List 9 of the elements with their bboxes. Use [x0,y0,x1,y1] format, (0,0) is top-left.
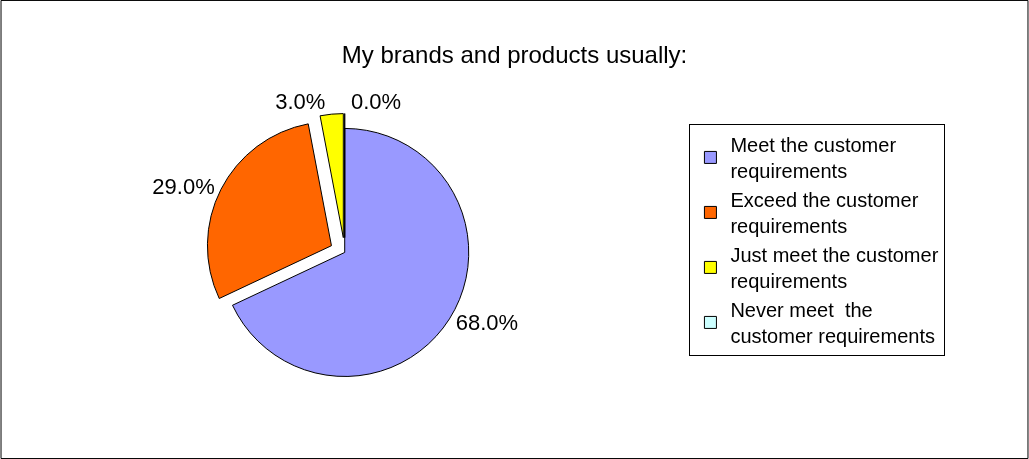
legend-label: Meet the customer requirements [730,134,897,183]
legend-label: Never meet the customer requirements [730,299,935,348]
data-label: 68.0% [455,310,519,335]
legend-label: Exceed the customer requirements [730,189,919,238]
data-label: 29.0% [152,174,215,200]
legend-label: Just meet the customer requirements [730,244,939,293]
data-label: 3.0% [275,89,326,115]
chart-title: My brands and products usually: [341,40,688,68]
text: 0.0% [350,88,402,114]
